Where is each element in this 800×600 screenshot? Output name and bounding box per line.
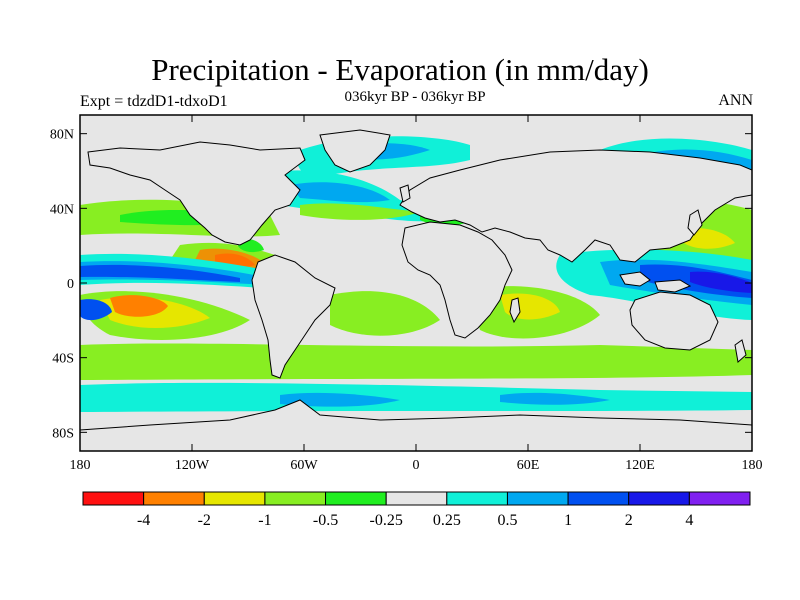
- island-coastline: [734, 339, 747, 363]
- colorbar-label: 4: [685, 512, 693, 529]
- colorbar-swatch: [143, 491, 205, 506]
- contour-region: [300, 203, 420, 220]
- colorbar-swatch: [385, 491, 448, 506]
- coastlines: [80, 129, 752, 451]
- contour-region: [80, 264, 240, 282]
- map-title: Precipitation - Evaporation (in mm/day): [151, 52, 649, 87]
- island-coastline: [399, 184, 411, 203]
- lon-tick-label: 60W: [290, 458, 318, 473]
- contour-region: [280, 392, 400, 407]
- colorbar-swatch: [628, 491, 690, 506]
- colorbar-label: -2: [198, 512, 211, 529]
- island-coastline: [654, 279, 692, 293]
- lon-tick-label: 60E: [517, 458, 540, 473]
- colorbar-label: -0.5: [313, 512, 338, 529]
- north-america-coastline: [87, 141, 306, 246]
- contour-region: [80, 343, 752, 380]
- season-label: ANN: [718, 92, 753, 109]
- africa-coastline: [401, 221, 513, 339]
- colorbar-label: -1: [258, 512, 271, 529]
- antarctica-coastline: [80, 399, 752, 451]
- contour-region: [330, 291, 440, 336]
- contour-region: [500, 392, 610, 405]
- madagascar-coastline: [509, 297, 521, 324]
- contour-region: [110, 295, 168, 317]
- colorbar: -4 -2 -1 -0.5 -0.25 0.25 0.5 1 2 4: [82, 491, 751, 529]
- colorbar-label: -4: [137, 512, 150, 529]
- colorbar-label: 0.5: [497, 512, 517, 529]
- colorbar-swatch: [688, 491, 751, 506]
- lat-tick-label: 0: [67, 277, 74, 292]
- lat-tick-label: 40S: [52, 352, 74, 367]
- lon-tick-label: 0: [413, 458, 420, 473]
- colorbar-label: 0.25: [433, 512, 461, 529]
- greenland-coastline: [319, 129, 391, 173]
- colorbar-swatch: [82, 491, 145, 506]
- colorbar-swatch: [446, 491, 508, 506]
- colorbar-swatch: [506, 491, 569, 506]
- contour-region: [290, 182, 390, 203]
- experiment-label: Expt = tdzdD1-tdxoD1: [80, 93, 228, 110]
- colorbar-swatch: [264, 491, 327, 506]
- contour-region: [690, 271, 752, 293]
- lat-tick-label: 80S: [52, 426, 74, 441]
- australia-coastline: [629, 291, 719, 351]
- south-america-coastline: [251, 254, 336, 379]
- map-subtitle: 036kyr BP - 036kyr BP: [344, 89, 486, 105]
- colorbar-label: 1: [564, 512, 572, 529]
- lat-tick-label: 40N: [50, 202, 74, 217]
- eurasia-coastline: [399, 149, 752, 263]
- lon-tick-label: 180: [70, 458, 91, 473]
- colorbar-swatch: [203, 491, 266, 506]
- island-coastline: [619, 271, 651, 287]
- lon-tick-label: 120E: [625, 458, 655, 473]
- lon-tick-label: 120W: [175, 458, 210, 473]
- lon-axis: 180 120W 60W 0 60E 120E 180: [70, 115, 763, 473]
- lon-tick-label: 180: [742, 458, 763, 473]
- lat-tick-label: 80N: [50, 128, 74, 143]
- contour-region: [80, 299, 112, 321]
- colorbar-swatch: [567, 491, 630, 506]
- island-coastline: [687, 209, 703, 236]
- lat-axis: 80N 40N 0 40S 80S: [50, 128, 752, 441]
- colorbar-label: -0.25: [370, 512, 403, 529]
- contour-region: [80, 382, 752, 412]
- colorbar-swatch: [325, 491, 387, 506]
- colorbar-label: 2: [625, 512, 633, 529]
